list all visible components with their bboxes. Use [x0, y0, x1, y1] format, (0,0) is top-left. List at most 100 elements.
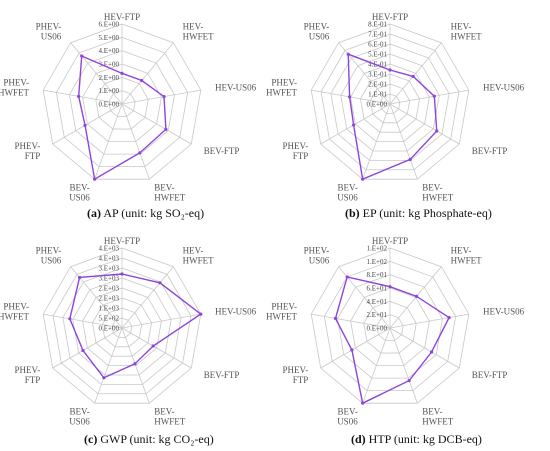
axis-category-label: HEV-FTP: [372, 236, 408, 246]
grid-ring: [108, 90, 136, 117]
axis-category-label: BEV-HWFET: [422, 183, 453, 203]
axis-category-label: PHEV-US06: [36, 246, 62, 266]
spoke-line: [389, 327, 418, 404]
grid-ring: [42, 247, 202, 404]
data-point: [361, 177, 365, 181]
spoke-line: [311, 313, 391, 329]
tick-label: 2.E+00: [99, 74, 120, 82]
data-point: [158, 281, 162, 285]
grid-ring: [376, 314, 404, 341]
tick-label: 0.E+00: [99, 325, 120, 333]
grid-ring: [330, 43, 450, 161]
axis-category-label: BEV-FTP: [472, 146, 508, 156]
data-point: [164, 127, 168, 131]
tick-label: 3.E-01: [368, 71, 387, 79]
data-point: [388, 68, 392, 72]
data-point: [414, 294, 419, 298]
spoke-line: [121, 327, 192, 369]
axis-category-label: BEV-US06: [69, 407, 90, 427]
caption-b-text: EP (unit: kg Phosphate-eq): [362, 206, 492, 220]
radar-gwp: 0.E+00 5.E+02 1.E+03 2.E+03 2.E+03 3.E+03 3.E+…: [0, 236, 257, 427]
series-line: [334, 276, 450, 405]
axis-category-label: HEV-US06: [215, 307, 257, 317]
grid-ring: [363, 300, 417, 354]
grid-ring: [111, 317, 133, 338]
tick-label: 4.E-01: [368, 61, 387, 69]
spoke-line: [320, 327, 391, 369]
radar-htp: 0.E+00 2.E+01 4.E+01 6.E+01 8.E+01 1.E+02 1.E+…: [266, 236, 525, 427]
series-line: [69, 273, 202, 379]
spoke-line: [52, 327, 123, 369]
grid-ring: [320, 33, 460, 171]
data-point: [361, 401, 365, 405]
tick-label: 8.E-01: [368, 21, 387, 29]
data-point: [199, 312, 203, 316]
spoke-line: [43, 89, 123, 105]
tick-label: 2.E-01: [368, 81, 387, 89]
axis-category-label: HEV-US06: [483, 83, 525, 93]
spoke-line: [320, 103, 391, 145]
data-point: [333, 316, 338, 320]
spoke-line: [43, 313, 123, 329]
series-line: [347, 53, 438, 181]
data-point: [348, 95, 352, 99]
caption-a-text: AP (unit: kg SO₂-eq): [103, 206, 205, 220]
axis-category-label: PHEV-FTP: [283, 141, 309, 161]
axis-category-label: PHEV-US06: [36, 22, 62, 42]
grid-ring: [369, 83, 411, 124]
tick-label: 3.E+03: [99, 275, 120, 283]
data-point: [162, 94, 166, 99]
tick-label: 1.E-01: [368, 91, 387, 99]
data-point: [93, 177, 97, 181]
tick-label: 4.E+03: [99, 245, 120, 253]
grid-ring: [350, 287, 430, 366]
grid-ring: [337, 274, 443, 379]
spoke-line: [362, 327, 391, 404]
caption-d-text: HTP (unit: kg DCB-eq): [368, 432, 482, 446]
tick-label: 2.E+03: [99, 295, 120, 303]
axis-category-label: BEV-HWFET: [422, 407, 453, 427]
caption-c-label: (c): [84, 432, 98, 446]
tick-label: 5.E-01: [368, 51, 387, 59]
caption-a-label: (a): [87, 206, 101, 220]
tick-label: 7.E-01: [368, 31, 387, 39]
axis-category-label: BEV-FTP: [472, 370, 508, 380]
axis-category-label: PHEV-FTP: [283, 365, 309, 385]
data-point: [411, 74, 415, 79]
axis-category-label: PHEV-HWFET: [0, 302, 30, 322]
axis-category-label: BEV-FTP: [204, 370, 240, 380]
axis-category-label: HEV-FTP: [372, 12, 408, 22]
data-point: [80, 54, 84, 58]
data-point: [447, 315, 451, 320]
axis-category-label: BEV-HWFET: [154, 407, 185, 427]
axis-category-label: HEV-FTP: [104, 12, 140, 22]
caption-c: (c) GWP (unit: kg CO₂-eq): [84, 432, 214, 447]
tick-label: 1.E+02: [367, 245, 388, 253]
grid-ring: [52, 257, 192, 395]
data-point: [407, 379, 411, 383]
data-point: [133, 362, 137, 366]
axis-category-label: HEV-US06: [215, 83, 257, 93]
spoke-line: [362, 103, 391, 180]
tick-label: 1.E+02: [367, 258, 388, 266]
axis-category-label: PHEV-HWFET: [266, 78, 297, 98]
grid-ring: [69, 50, 175, 155]
spoke-line: [121, 103, 150, 180]
grid-ring: [82, 287, 162, 366]
spoke-line: [389, 89, 469, 105]
axis-category-label: BEV-US06: [337, 183, 358, 203]
data-point: [83, 123, 87, 127]
tick-label: 1.E+00: [99, 87, 120, 95]
spoke-line: [121, 42, 174, 105]
data-point: [77, 275, 82, 280]
spoke-line: [70, 42, 123, 105]
data-point: [352, 123, 356, 127]
grid-ring: [310, 23, 470, 180]
axis-category-label: PHEV-US06: [304, 246, 330, 266]
axis-category-label: PHEV-HWFET: [0, 78, 30, 98]
spoke-line: [389, 327, 460, 369]
caption-d: (d) HTP (unit: kg DCB-eq): [351, 432, 482, 447]
axis-category-label: BEV-US06: [69, 183, 90, 203]
spoke-line: [121, 327, 150, 404]
data-point: [435, 129, 439, 133]
